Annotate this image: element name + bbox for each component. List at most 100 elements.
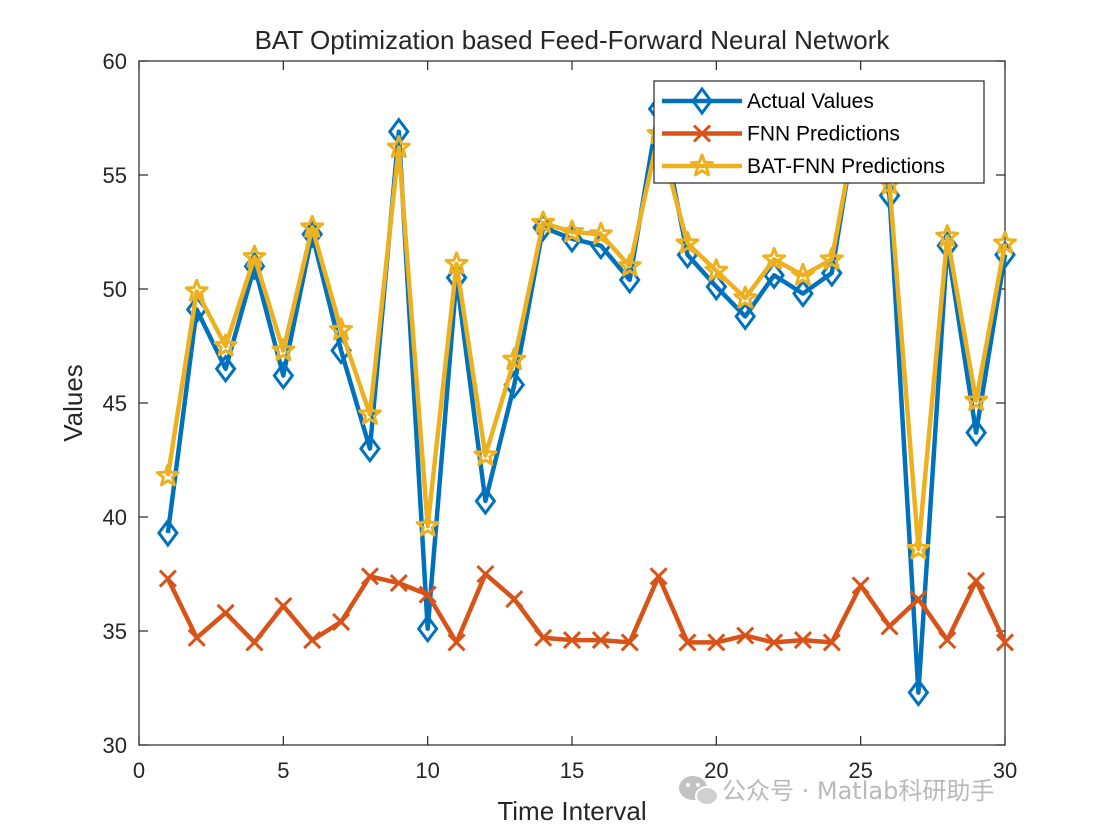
data-point <box>389 574 408 593</box>
data-point <box>416 614 439 644</box>
axes: 0 5 10 15 20 25 30 30 35 40 45 50 55 60 <box>103 49 1018 783</box>
data-point <box>474 486 497 516</box>
y-tick-label: 60 <box>103 49 127 74</box>
data-point <box>505 590 524 609</box>
data-point <box>819 246 844 270</box>
y-tick-label: 55 <box>103 163 127 188</box>
data-point <box>303 631 322 650</box>
x-tick-label: 25 <box>848 758 872 783</box>
legend-label: FNN Predictions <box>747 123 900 146</box>
data-point <box>560 219 584 243</box>
data-point <box>245 633 264 652</box>
data-point <box>444 251 469 275</box>
data-point <box>271 338 296 361</box>
data-point <box>213 333 238 357</box>
data-point <box>387 117 410 147</box>
data-point <box>707 633 726 652</box>
data-point <box>502 347 527 371</box>
data-point <box>214 354 237 384</box>
data-point <box>187 628 206 647</box>
legend-label: BAT-FNN Predictions <box>747 155 945 178</box>
data-point <box>649 567 668 586</box>
data-point <box>300 214 325 238</box>
data-point <box>704 258 729 282</box>
x-tick-label: 0 <box>133 758 145 783</box>
data-point <box>965 418 988 448</box>
data-point <box>562 631 582 650</box>
data-point <box>473 442 498 466</box>
data-point <box>184 278 209 302</box>
data-point <box>534 628 553 647</box>
data-point <box>734 301 757 331</box>
data-point <box>591 631 610 650</box>
data-point <box>476 564 495 584</box>
data-point <box>736 626 755 645</box>
x-tick-label: 5 <box>277 758 289 783</box>
chart-title: BAT Optimization based Feed-Forward Neur… <box>255 25 891 55</box>
data-point <box>360 567 379 586</box>
data-point <box>588 221 613 245</box>
data-point <box>938 631 957 650</box>
legend-entry: BAT-FNN Predictions <box>662 153 945 178</box>
legend-marker <box>690 153 714 177</box>
data-point <box>705 272 728 302</box>
data-point <box>155 463 180 487</box>
data-point <box>620 633 639 652</box>
legend-entry: FNN Predictions <box>662 123 900 146</box>
data-point <box>880 617 899 636</box>
data-point <box>329 317 353 341</box>
watermark-text: 公众号 · Matlab科研助手 <box>722 777 994 805</box>
data-point <box>765 633 784 652</box>
data-point <box>995 633 1015 652</box>
data-point <box>906 536 931 560</box>
y-tick-label: 50 <box>103 277 127 302</box>
wechat-icon <box>679 776 719 806</box>
data-point <box>851 576 870 595</box>
y-tick-label: 45 <box>103 391 127 416</box>
legend-entry: Actual Values <box>662 86 874 116</box>
x-tick-label: 30 <box>993 758 1017 783</box>
data-point <box>242 244 267 268</box>
data-point <box>418 585 437 604</box>
data-point <box>678 633 697 652</box>
legend-label: Actual Values <box>747 90 874 113</box>
y-tick-label: 40 <box>103 505 127 530</box>
data-point <box>793 631 812 650</box>
legend-marker <box>691 86 713 116</box>
data-point <box>762 246 786 270</box>
data-point <box>763 260 785 290</box>
data-point <box>531 210 556 234</box>
data-point <box>791 262 815 286</box>
data-point <box>216 603 235 622</box>
data-point <box>909 590 928 609</box>
data-point <box>617 253 642 277</box>
x-tick-label: 15 <box>560 758 584 783</box>
y-tick-label: 35 <box>103 619 127 644</box>
data-point <box>274 596 293 615</box>
x-tick-label: 20 <box>704 758 728 783</box>
data-point <box>733 285 758 309</box>
data-point <box>792 279 814 309</box>
legend: Actual Values FNN Predictions BAT-FNN Pred… <box>653 80 985 184</box>
x-axis-label: Time Interval <box>497 796 646 826</box>
series-fnn-predictions <box>158 564 1015 652</box>
legend-marker <box>692 124 712 143</box>
x-tick-label: 10 <box>415 758 439 783</box>
data-point <box>822 633 841 652</box>
data-point <box>358 401 382 425</box>
data-point <box>156 518 179 548</box>
data-point <box>386 135 411 158</box>
data-point <box>935 224 960 247</box>
y-axis-label: Values <box>58 364 88 442</box>
data-point <box>359 434 381 464</box>
data-point <box>964 388 989 412</box>
data-point <box>675 230 700 254</box>
y-tick-label: 30 <box>103 733 127 758</box>
data-point <box>415 513 440 537</box>
data-point <box>993 230 1017 254</box>
data-point <box>332 612 351 631</box>
data-point <box>272 361 295 391</box>
data-point <box>158 569 177 588</box>
data-point <box>967 571 986 590</box>
